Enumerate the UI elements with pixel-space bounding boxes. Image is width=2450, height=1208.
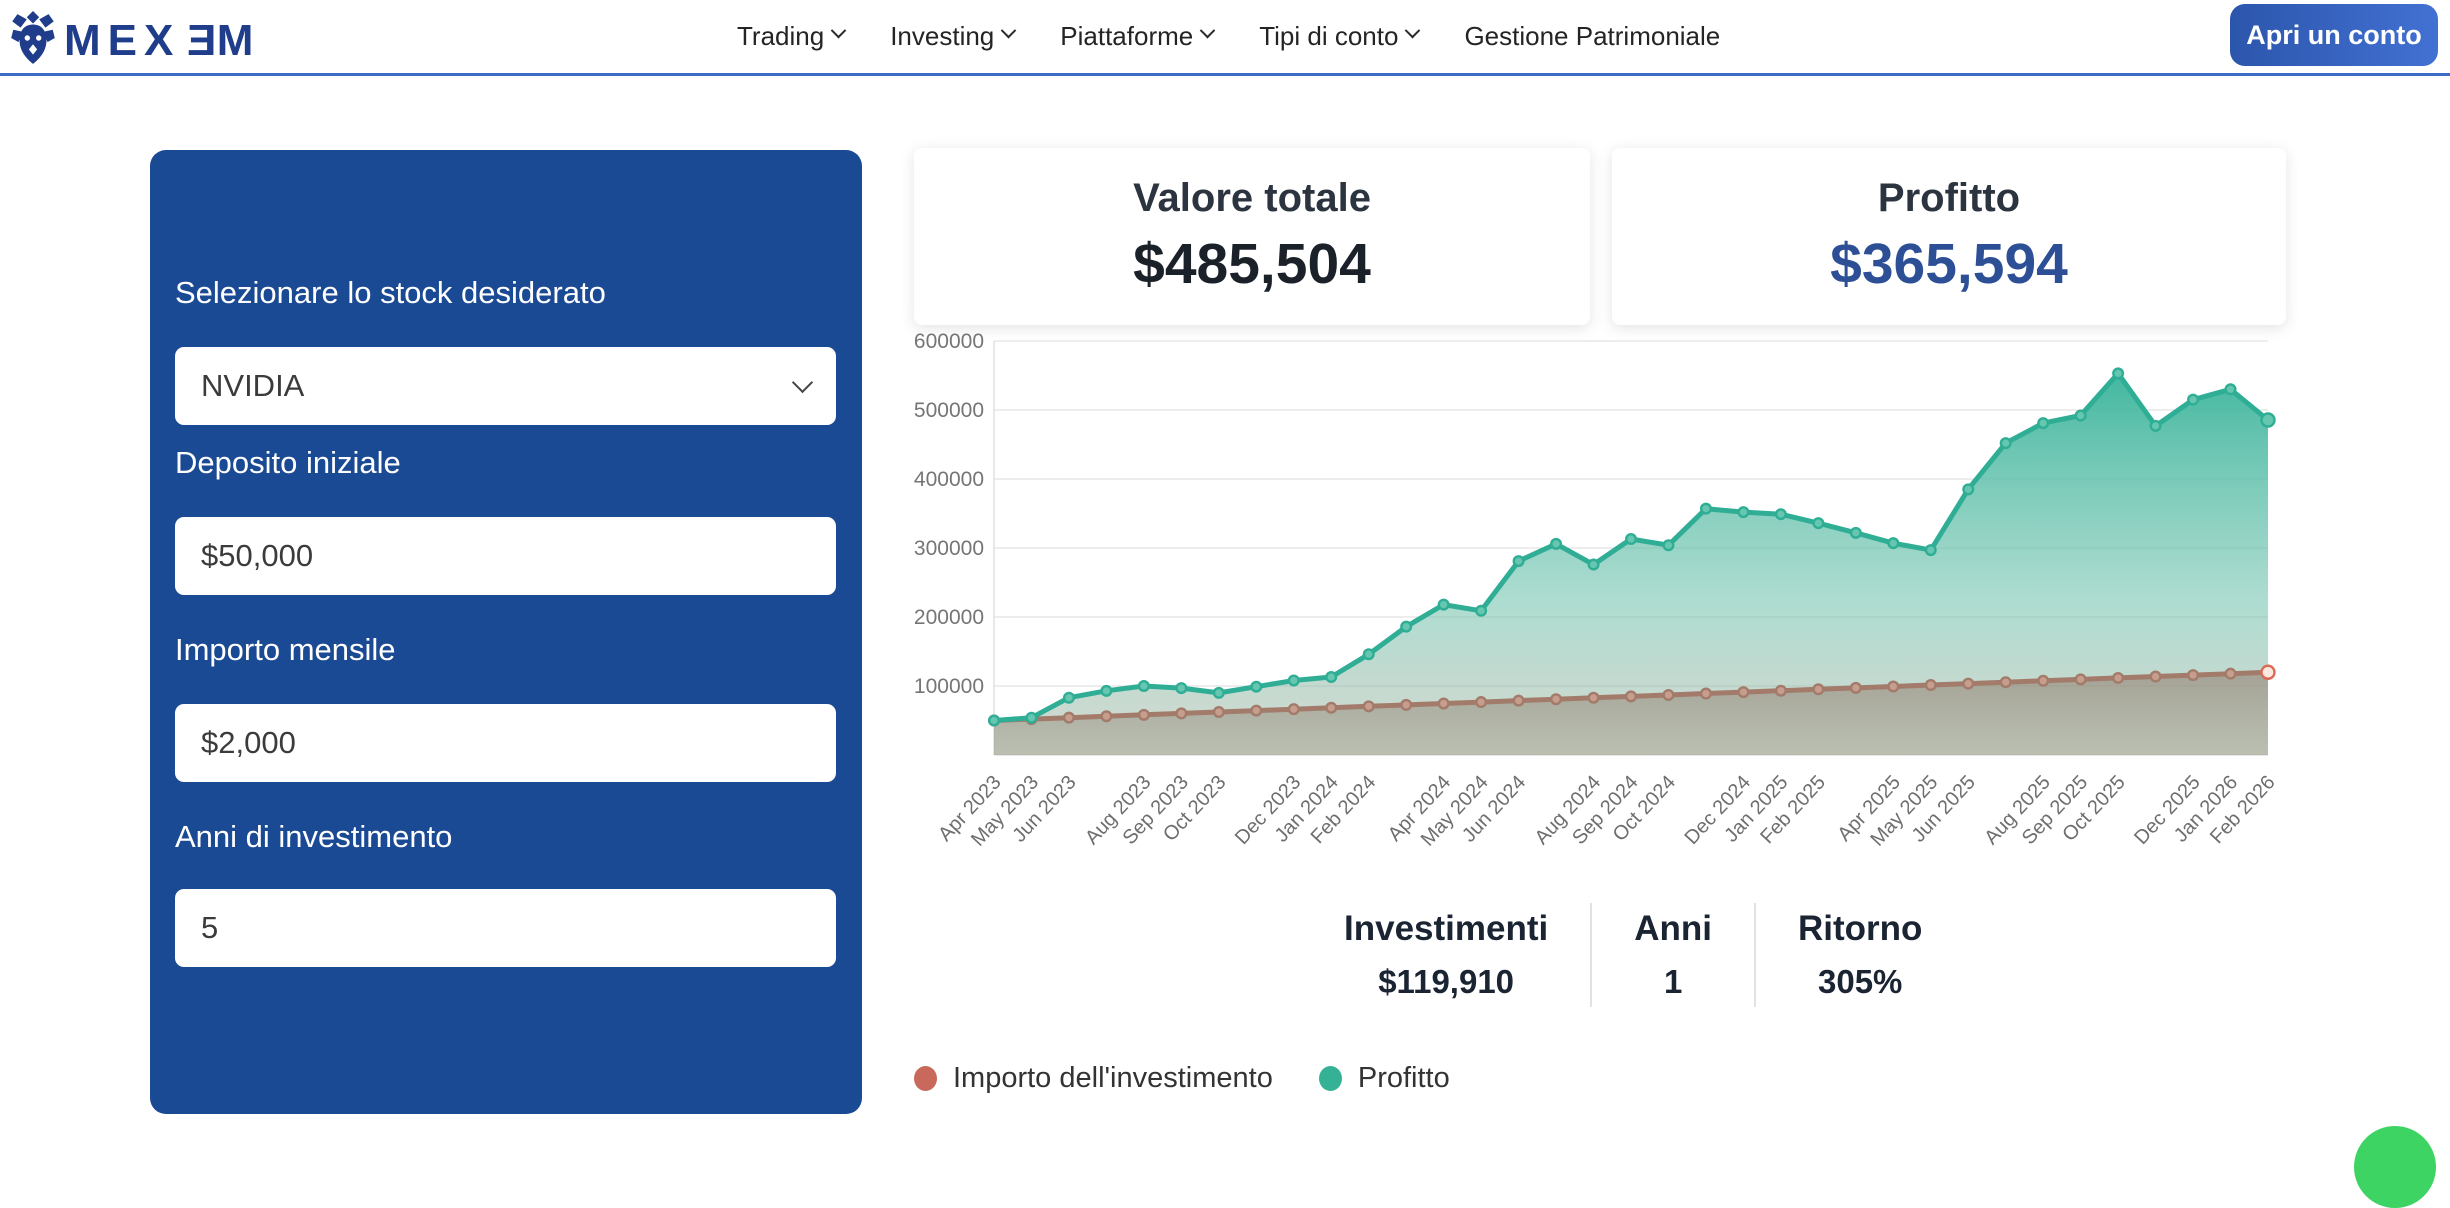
- chevron-down-icon: [1199, 22, 1216, 39]
- svg-text:200000: 200000: [914, 606, 984, 629]
- nav-label: Gestione Patrimoniale: [1464, 21, 1721, 51]
- svg-text:600000: 600000: [914, 330, 984, 353]
- initial-deposit-input[interactable]: [175, 517, 836, 595]
- chevron-down-icon: [1001, 22, 1017, 39]
- legend-dot-teal: [1318, 1066, 1342, 1091]
- investment-growth-chart: 100000200000300000400000500000600000Apr …: [914, 330, 2280, 851]
- monthly-amount-input[interactable]: [175, 704, 836, 782]
- stock-select[interactable]: NVIDIA: [175, 347, 836, 425]
- stat-label: Investimenti: [1344, 909, 1549, 948]
- nav-label: Tipi di conto: [1259, 21, 1399, 51]
- nav-label: Trading: [737, 21, 825, 51]
- svg-text:400000: 400000: [914, 468, 984, 491]
- svg-text:100000: 100000: [914, 675, 984, 698]
- total-value-title: Valore totale: [1133, 176, 1371, 220]
- monthly-amount-label: Importo mensile: [175, 632, 396, 667]
- nav-label: Piattaforme: [1060, 21, 1194, 51]
- legend-item-investimento[interactable]: Importo dell'investimento: [914, 1062, 1273, 1095]
- stat-ritorno: Ritorno 305%: [1754, 903, 1964, 1007]
- stat-value: 1: [1663, 963, 1683, 1000]
- legend-label: Importo dell'investimento: [953, 1062, 1273, 1094]
- investment-years-label: Anni di investimento: [175, 819, 453, 854]
- stat-investimenti: Investimenti $119,910: [1302, 903, 1590, 1007]
- header: MEXEM Trading Investing Piattaforme Tipi…: [0, 0, 2450, 76]
- profit-title: Profitto: [1877, 176, 2021, 220]
- svg-text:500000: 500000: [914, 399, 984, 422]
- chevron-down-icon: [830, 22, 847, 39]
- chat-widget-button[interactable]: [2354, 1126, 2436, 1208]
- chart-legend: Importo dell'investimento Profitto: [914, 1062, 1450, 1095]
- legend-item-profitto[interactable]: Profitto: [1318, 1062, 1450, 1095]
- stock-select-value: NVIDIA: [201, 368, 305, 403]
- stat-anni: Anni 1: [1590, 903, 1754, 1007]
- stat-value: $119,910: [1378, 963, 1515, 1000]
- chevron-down-icon: [1405, 22, 1421, 39]
- svg-text:300000: 300000: [914, 537, 984, 560]
- stat-value: 305%: [1818, 963, 1903, 1000]
- brand-logo[interactable]: MEXEM: [10, 10, 260, 71]
- nav-item-trading[interactable]: Trading: [737, 21, 847, 52]
- brand-wordmark: MEXEM: [64, 15, 261, 65]
- open-account-button[interactable]: Apri un conto: [2230, 4, 2438, 66]
- nav-item-tipi-di-conto[interactable]: Tipi di conto: [1259, 21, 1421, 52]
- nav-item-gestione-patrimoniale[interactable]: Gestione Patrimoniale: [1464, 21, 1720, 52]
- calculator-panel: Selezionare lo stock desiderato NVIDIA D…: [150, 150, 862, 1114]
- profit-card: Profitto $365,594: [1612, 148, 2286, 325]
- stat-label: Ritorno: [1798, 909, 1923, 948]
- total-value-card: Valore totale $485,504: [914, 148, 1590, 325]
- chevron-down-icon: [791, 371, 814, 393]
- investment-years-input[interactable]: [175, 889, 836, 967]
- legend-label: Profitto: [1357, 1062, 1450, 1094]
- profit-amount: $365,594: [1830, 232, 2068, 296]
- result-stats: Investimenti $119,910 Anni 1 Ritorno 305…: [1302, 903, 1964, 1007]
- lion-icon: [10, 10, 56, 71]
- nav-item-piattaforme[interactable]: Piattaforme: [1060, 21, 1216, 52]
- nav-item-investing[interactable]: Investing: [890, 21, 1017, 52]
- stock-select-label: Selezionare lo stock desiderato: [175, 275, 606, 310]
- initial-deposit-label: Deposito iniziale: [175, 445, 401, 480]
- main-nav: Trading Investing Piattaforme Tipi di co…: [737, 0, 1720, 73]
- total-value-amount: $485,504: [1133, 232, 1371, 296]
- legend-dot-red: [914, 1066, 937, 1091]
- stat-label: Anni: [1634, 909, 1712, 948]
- nav-label: Investing: [890, 21, 995, 51]
